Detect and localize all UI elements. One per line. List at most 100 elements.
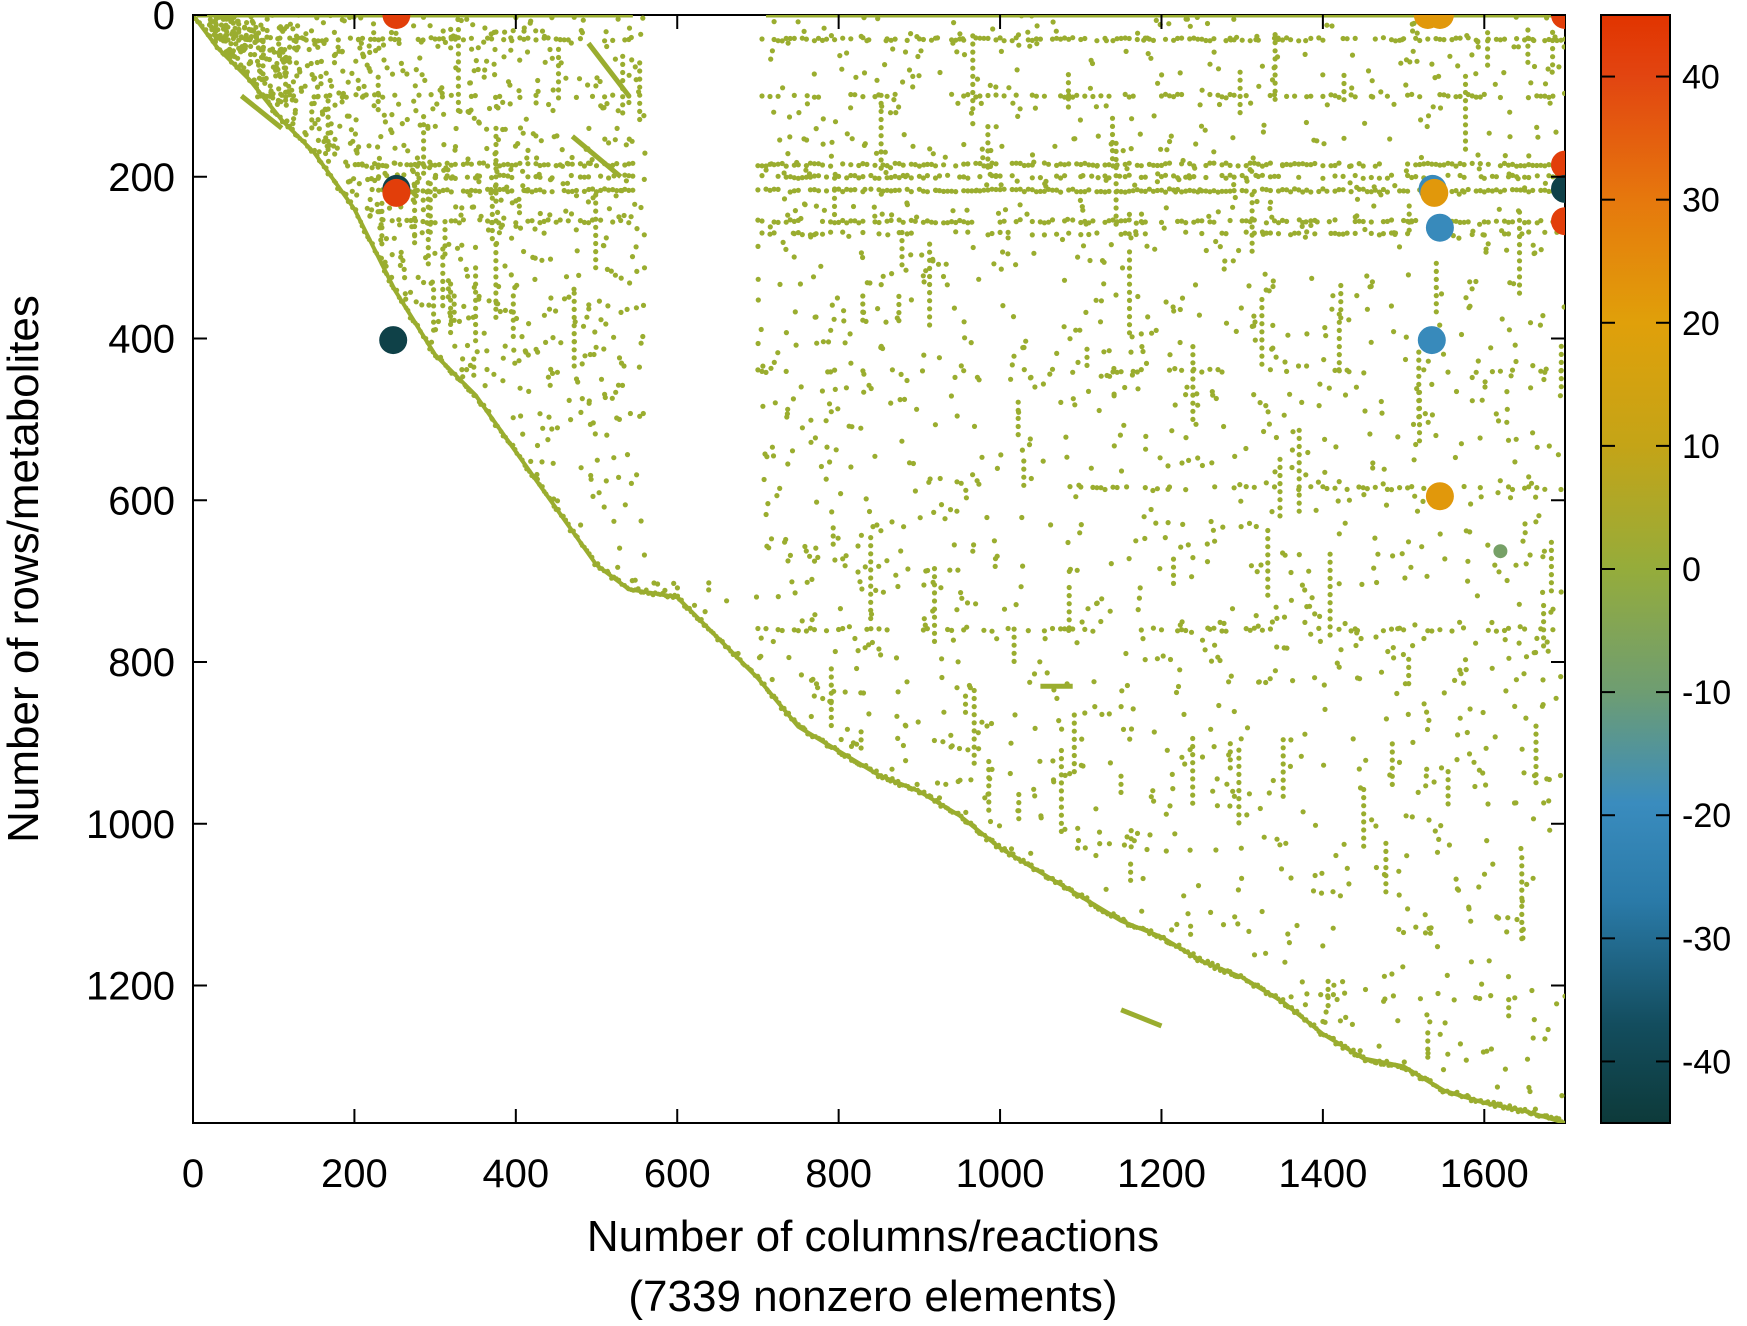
nonzero-point	[1126, 231, 1132, 237]
nonzero-point	[1436, 73, 1442, 79]
nonzero-point	[1227, 765, 1233, 771]
nonzero-point	[846, 233, 852, 239]
nonzero-point	[1058, 175, 1064, 181]
nonzero-point	[522, 187, 528, 194]
nonzero-point	[1075, 845, 1081, 851]
nonzero-point	[441, 142, 447, 148]
nonzero-point	[1230, 204, 1236, 210]
nonzero-point	[580, 17, 586, 23]
nonzero-point	[472, 188, 479, 194]
nonzero-point	[308, 28, 315, 34]
nonzero-point	[1536, 513, 1542, 519]
nonzero-point	[1126, 281, 1133, 287]
nonzero-point	[1371, 184, 1377, 190]
nonzero-point	[1445, 1051, 1451, 1057]
nonzero-point	[1312, 160, 1318, 167]
nonzero-point	[735, 650, 741, 657]
nonzero-point	[1302, 619, 1308, 626]
nonzero-point	[1449, 188, 1455, 195]
nonzero-point	[264, 16, 270, 22]
nonzero-point	[325, 122, 331, 128]
nonzero-point	[868, 575, 874, 581]
nonzero-point	[267, 47, 273, 53]
nonzero-point	[884, 218, 890, 224]
nonzero-point	[837, 53, 843, 59]
nonzero-point	[1237, 482, 1243, 488]
nonzero-point	[1067, 336, 1073, 342]
nonzero-point	[1558, 486, 1564, 493]
nonzero-point	[993, 161, 999, 167]
nonzero-point	[1332, 93, 1338, 99]
nonzero-point	[1531, 250, 1537, 257]
nonzero-point	[289, 87, 295, 93]
nonzero-point	[906, 460, 913, 466]
nonzero-point	[1074, 640, 1080, 646]
nonzero-point	[927, 273, 933, 280]
nonzero-point	[1084, 354, 1090, 360]
nonzero-point	[974, 187, 980, 193]
nonzero-point	[421, 162, 427, 168]
nonzero-point	[1138, 331, 1144, 337]
nonzero-point	[1525, 35, 1531, 41]
nonzero-point	[959, 595, 965, 601]
nonzero-point	[931, 509, 937, 515]
nonzero-point	[921, 352, 927, 358]
nonzero-point	[634, 226, 640, 232]
nonzero-point	[1082, 189, 1088, 195]
nonzero-point	[604, 43, 610, 50]
nonzero-point	[633, 244, 639, 250]
nonzero-point	[471, 364, 477, 370]
nonzero-point	[357, 45, 363, 51]
nonzero-point	[1169, 771, 1175, 778]
nonzero-point	[415, 274, 421, 280]
nonzero-point	[474, 174, 480, 180]
nonzero-point	[1172, 366, 1178, 372]
nonzero-point	[1405, 188, 1411, 194]
nonzero-point	[421, 130, 427, 136]
nonzero-point	[1391, 655, 1397, 661]
nonzero-point	[1305, 449, 1311, 456]
nonzero-point	[1296, 500, 1302, 506]
nonzero-point	[940, 739, 946, 745]
nonzero-point	[1548, 572, 1554, 578]
nonzero-point	[868, 567, 874, 573]
nonzero-point	[1231, 793, 1237, 799]
nonzero-point	[541, 33, 548, 39]
nonzero-point	[1362, 986, 1369, 993]
nonzero-point	[1249, 240, 1255, 246]
nonzero-point	[1392, 38, 1399, 44]
nonzero-point	[1058, 820, 1064, 826]
nonzero-point	[970, 244, 976, 251]
nonzero-point	[1383, 840, 1389, 846]
nonzero-point	[637, 92, 643, 98]
nonzero-point	[914, 781, 920, 788]
nonzero-point	[1165, 463, 1171, 469]
nonzero-point	[1495, 490, 1501, 496]
nonzero-point	[1048, 522, 1054, 528]
nonzero-point	[1319, 870, 1325, 876]
nonzero-point	[1286, 940, 1292, 946]
nonzero-point	[860, 690, 867, 696]
nonzero-point	[553, 163, 559, 169]
nonzero-point	[323, 70, 329, 76]
nonzero-point	[440, 28, 446, 34]
nonzero-point	[1230, 135, 1236, 141]
nonzero-point	[1429, 161, 1435, 167]
nonzero-point	[789, 448, 796, 454]
nonzero-point	[225, 49, 231, 55]
nonzero-point	[327, 92, 333, 98]
nonzero-point	[1435, 990, 1441, 997]
nonzero-point	[521, 248, 527, 255]
nonzero-point	[1338, 282, 1344, 289]
nonzero-point	[1016, 800, 1022, 806]
highlighted-point	[1551, 207, 1565, 236]
nonzero-point	[878, 343, 884, 349]
nonzero-point	[1482, 379, 1488, 385]
nonzero-point	[1249, 224, 1255, 230]
nonzero-point	[415, 36, 421, 43]
nonzero-point	[1296, 484, 1302, 490]
nonzero-point	[970, 98, 976, 104]
nonzero-point	[840, 229, 846, 235]
nonzero-point	[501, 54, 507, 60]
nonzero-point	[1208, 658, 1215, 664]
